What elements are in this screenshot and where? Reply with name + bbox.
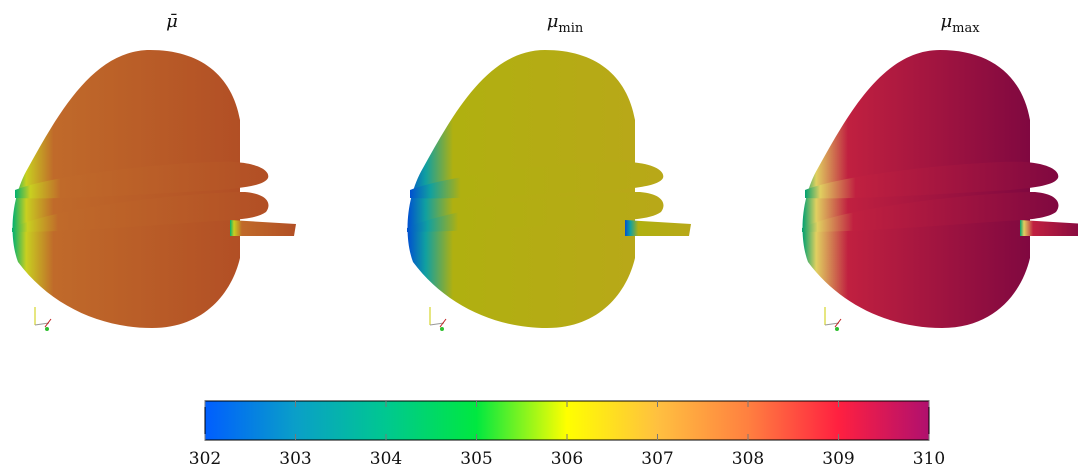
tick-label: 303 — [279, 449, 311, 468]
tick-label: 305 — [460, 449, 492, 468]
title-symbol: μ — [940, 11, 952, 32]
panel-render — [801, 49, 1078, 332]
title-symbol: μ̄ — [166, 11, 178, 32]
colorbar — [204, 400, 930, 441]
tick-label: 307 — [641, 449, 673, 468]
title-subscript: max — [952, 21, 980, 36]
panel-render — [406, 49, 692, 332]
tick-label: 306 — [551, 449, 583, 468]
title-symbol: μ — [547, 11, 559, 32]
tick-label: 310 — [913, 449, 945, 468]
panel-title: μmin — [547, 11, 584, 36]
tick-label: 302 — [189, 449, 221, 468]
tick-label: 309 — [822, 449, 854, 468]
title-subscript: min — [558, 21, 583, 36]
panel-title: μ̄ — [166, 11, 178, 32]
panel-title: μmax — [940, 11, 980, 36]
tick-label: 308 — [732, 449, 764, 468]
tick-label: 304 — [370, 449, 402, 468]
panel-render — [11, 49, 297, 332]
